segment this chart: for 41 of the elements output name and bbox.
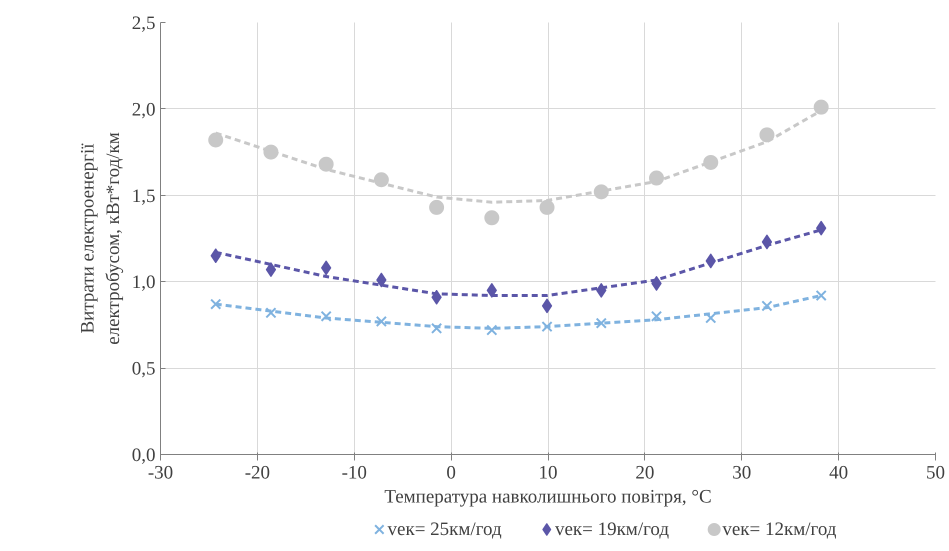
point xyxy=(540,200,555,215)
y-tick-label: 2,0 xyxy=(132,99,156,120)
point xyxy=(320,260,332,276)
point xyxy=(376,272,387,288)
y-tick-label: 1,0 xyxy=(132,272,156,294)
x-tick-label: 20 xyxy=(635,462,654,484)
point xyxy=(649,170,664,186)
y-tick-label: 1,5 xyxy=(132,186,156,207)
point xyxy=(210,298,222,310)
point xyxy=(816,290,827,302)
y-tick-label: 0,5 xyxy=(132,358,156,380)
point xyxy=(320,310,332,322)
point xyxy=(484,210,500,226)
x-axis-title: Температура навколишнього повітря, °C xyxy=(384,486,712,508)
point xyxy=(486,324,498,336)
x-tick-label: -20 xyxy=(244,462,270,484)
point xyxy=(208,132,224,148)
point xyxy=(650,310,662,322)
x-tick-label: 40 xyxy=(829,462,848,484)
point xyxy=(431,322,442,334)
point xyxy=(814,100,829,115)
legend-label: vек= 12км/год xyxy=(722,519,837,540)
point xyxy=(705,312,716,324)
point xyxy=(541,321,553,332)
point xyxy=(542,298,552,314)
point xyxy=(266,262,276,278)
y-tick-label: 2,5 xyxy=(132,13,156,34)
x-tick-label: 50 xyxy=(926,462,945,484)
point xyxy=(429,200,444,215)
legend-label: vек= 25км/год xyxy=(388,519,502,540)
y-axis-title: Витрати електроенергії електробусом, кВт*год/км xyxy=(78,132,124,345)
point xyxy=(759,127,774,142)
x-tick-label: -10 xyxy=(342,462,367,484)
point xyxy=(376,316,387,328)
point xyxy=(761,300,773,312)
point xyxy=(596,318,607,329)
point xyxy=(265,307,277,318)
x-tick-label: 30 xyxy=(732,462,752,484)
legend-label: vек= 19км/год xyxy=(554,519,670,540)
x-tick-label: 0 xyxy=(446,462,456,484)
x-tick-label: 10 xyxy=(538,462,558,484)
